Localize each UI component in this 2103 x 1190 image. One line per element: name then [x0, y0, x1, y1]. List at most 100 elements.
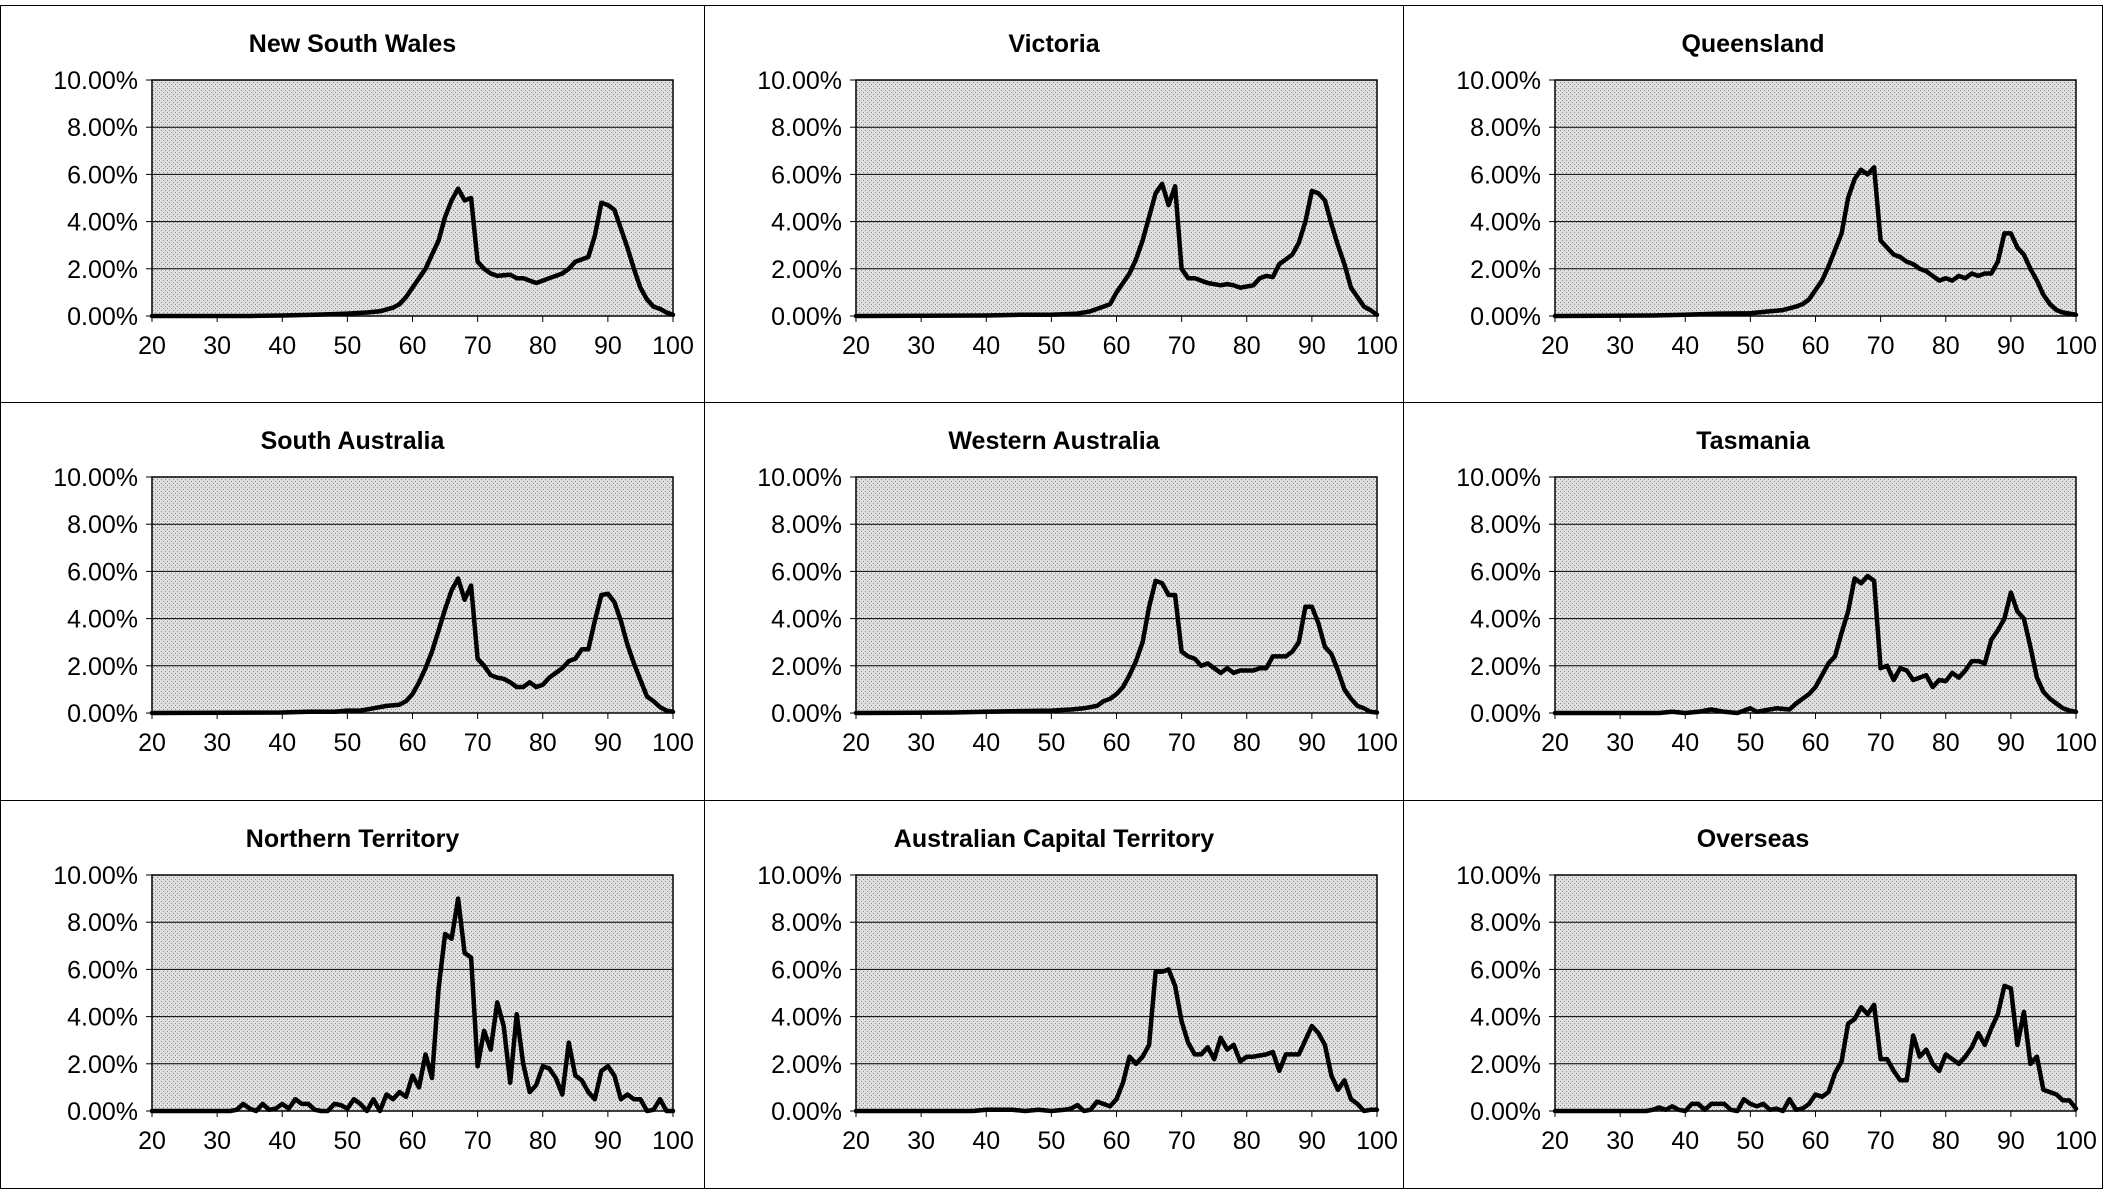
x-tick-label: 50	[1736, 332, 1764, 360]
y-tick-label: 8.00%	[67, 511, 138, 539]
plot-area	[1555, 80, 2076, 316]
plot-border	[855, 79, 1378, 317]
x-tick-label: 30	[907, 1127, 935, 1155]
y-tick-label: 4.00%	[771, 606, 842, 634]
x-tick-label: 50	[333, 729, 361, 757]
x-tick-label: 100	[2055, 332, 2097, 360]
x-tick-label: 20	[138, 1127, 166, 1155]
y-tick-label: 6.00%	[1470, 161, 1541, 189]
y-tick-label: 10.00%	[1456, 67, 1541, 95]
x-tick-label: 80	[1233, 332, 1261, 360]
x-tick-label: 90	[594, 1127, 622, 1155]
y-tick-label: 0.00%	[771, 700, 842, 728]
plot-border	[1554, 79, 2077, 317]
y-tick-label: 8.00%	[1470, 511, 1541, 539]
x-tick-label: 70	[1168, 729, 1196, 757]
y-tick-label: 4.00%	[771, 1004, 842, 1032]
series-line	[853, 967, 1380, 1114]
plot-area	[1555, 477, 2076, 713]
y-tick-label: 0.00%	[771, 1098, 842, 1126]
x-tick-label: 90	[1997, 1127, 2025, 1155]
x-tick-label: 20	[842, 332, 870, 360]
y-tick-label: 6.00%	[771, 161, 842, 189]
plot-area	[152, 477, 673, 713]
x-tick-label: 60	[1802, 729, 1830, 757]
plot-border	[1554, 874, 2077, 1112]
x-tick-label: 50	[1736, 729, 1764, 757]
y-tick-label: 4.00%	[67, 606, 138, 634]
x-tick-label: 50	[333, 1127, 361, 1155]
y-tick-label: 6.00%	[1470, 558, 1541, 586]
plot-area	[1555, 875, 2076, 1111]
line-chart-victoria: 0.00% 2.00% 4.00% 6.00% 8.00% 10.00% 20 30 40 50 6…	[757, 67, 1398, 360]
y-tick-label: 10.00%	[757, 464, 842, 492]
x-tick-label: 20	[138, 729, 166, 757]
x-tick-label: 60	[399, 1127, 427, 1155]
chart-panel-victoria: Victoria 0.00% 2.00% 4.00% 6.00% 8.00% 10.00% 2…	[704, 5, 1404, 403]
x-tick-label: 100	[1356, 729, 1398, 757]
y-tick-label: 0.00%	[67, 303, 138, 331]
chart-title: Tasmania	[1696, 427, 1810, 455]
line-chart-australian-capital-territory: 0.00% 2.00% 4.00% 6.00% 8.00% 10.00% 20 30 40 50 6…	[757, 862, 1398, 1155]
x-tick-label: 70	[1867, 729, 1895, 757]
x-tick-label: 30	[203, 729, 231, 757]
chart-panel-tasmania: Tasmania 0.00% 2.00% 4.00% 6.00% 8.00% 10.00% 2…	[1403, 402, 2103, 801]
y-tick-label: 0.00%	[1470, 303, 1541, 331]
x-tick-label: 40	[268, 729, 296, 757]
y-tick-label: 4.00%	[771, 209, 842, 237]
x-tick-label: 80	[1932, 729, 1960, 757]
x-tick-label: 50	[1037, 332, 1065, 360]
y-tick-label: 2.00%	[1470, 1051, 1541, 1079]
x-tick-label: 80	[1932, 1127, 1960, 1155]
plot-border	[855, 874, 1378, 1112]
x-tick-label: 50	[333, 332, 361, 360]
y-tick-label: 2.00%	[771, 256, 842, 284]
y-tick-label: 2.00%	[1470, 653, 1541, 681]
x-tick-label: 100	[652, 1127, 694, 1155]
y-tick-label: 10.00%	[1456, 862, 1541, 890]
x-tick-label: 100	[652, 332, 694, 360]
x-tick-label: 90	[1298, 1127, 1326, 1155]
line-chart-queensland: 0.00% 2.00% 4.00% 6.00% 8.00% 10.00% 20 30 40 50 6…	[1456, 67, 2097, 360]
y-tick-label: 0.00%	[771, 303, 842, 331]
y-tick-label: 10.00%	[1456, 464, 1541, 492]
x-tick-label: 60	[399, 332, 427, 360]
y-tick-label: 4.00%	[1470, 209, 1541, 237]
plot-area	[856, 80, 1377, 316]
x-tick-label: 20	[138, 332, 166, 360]
x-tick-label: 100	[1356, 1127, 1398, 1155]
x-tick-label: 40	[268, 332, 296, 360]
series-line	[1552, 573, 2079, 716]
plot-border	[855, 476, 1378, 714]
chart-title: Overseas	[1696, 825, 1810, 853]
series-line	[149, 896, 676, 1114]
x-tick-label: 90	[1298, 332, 1326, 360]
x-tick-label: 20	[1541, 1127, 1569, 1155]
plot-border	[151, 874, 674, 1112]
y-tick-label: 4.00%	[67, 1004, 138, 1032]
y-tick-label: 0.00%	[1470, 700, 1541, 728]
x-tick-label: 30	[203, 332, 231, 360]
series-line	[149, 576, 676, 716]
x-tick-label: 90	[1997, 729, 2025, 757]
x-tick-label: 40	[1671, 332, 1699, 360]
x-tick-label: 60	[1103, 332, 1131, 360]
y-tick-label: 6.00%	[771, 956, 842, 984]
chart-title: New South Wales	[248, 30, 457, 58]
y-tick-label: 2.00%	[67, 653, 138, 681]
y-tick-label: 2.00%	[771, 653, 842, 681]
x-tick-label: 30	[1606, 332, 1634, 360]
y-tick-label: 6.00%	[1470, 956, 1541, 984]
y-tick-label: 8.00%	[1470, 114, 1541, 142]
x-tick-label: 80	[1233, 729, 1261, 757]
x-tick-label: 100	[2055, 729, 2097, 757]
series-line	[149, 186, 676, 319]
x-tick-label: 60	[399, 729, 427, 757]
x-tick-label: 80	[1233, 1127, 1261, 1155]
x-tick-label: 90	[594, 729, 622, 757]
y-tick-label: 6.00%	[67, 161, 138, 189]
x-tick-label: 40	[972, 729, 1000, 757]
x-tick-label: 60	[1802, 332, 1830, 360]
x-tick-label: 70	[1867, 332, 1895, 360]
line-chart-western-australia: 0.00% 2.00% 4.00% 6.00% 8.00% 10.00% 20 30 40 50 6…	[757, 464, 1398, 757]
